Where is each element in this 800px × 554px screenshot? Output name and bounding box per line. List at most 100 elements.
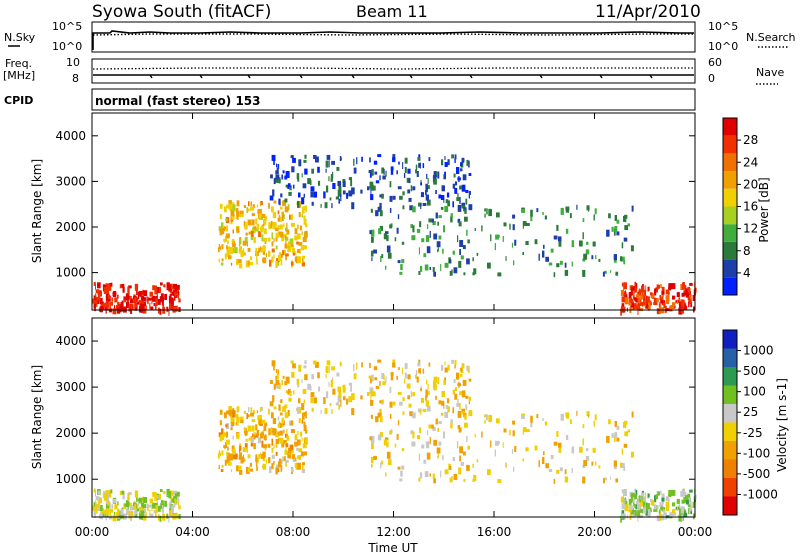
echo-cell	[611, 433, 614, 438]
x-tick-label: 00:00	[678, 525, 713, 539]
echo-cell	[429, 437, 431, 445]
echo-cell	[108, 505, 110, 511]
echo-cell	[453, 473, 458, 480]
echo-cell	[107, 294, 110, 300]
echo-cell	[415, 374, 417, 379]
echo-cell	[261, 440, 264, 448]
echo-cell	[472, 463, 474, 468]
echo-cell	[374, 171, 378, 175]
echo-cell	[441, 391, 445, 397]
echo-cell	[151, 300, 153, 305]
echo-cell	[277, 261, 280, 266]
echo-cell	[166, 306, 169, 312]
echo-cell	[342, 190, 346, 195]
nave-tick-bottom: 0	[708, 72, 715, 85]
echo-cell	[452, 183, 456, 189]
echo-cell	[415, 169, 417, 174]
echo-cell	[272, 428, 276, 436]
colorbar-tick-label: 500	[743, 364, 766, 378]
noise-sky-label: N.Sky	[4, 31, 36, 44]
echo-cell	[553, 478, 556, 484]
echo-cell	[420, 192, 424, 198]
echo-cell	[166, 513, 169, 519]
echo-cell	[273, 200, 277, 204]
echo-cell	[452, 407, 454, 414]
echo-cell	[268, 457, 271, 464]
colorbar-swatch	[723, 277, 737, 295]
cpid-text: normal (fast stereo) 153	[95, 94, 261, 108]
echo-cell	[275, 232, 280, 238]
echo-cell	[295, 463, 299, 470]
echo-cell	[356, 157, 358, 165]
echo-cell	[631, 411, 634, 418]
echo-cell	[624, 297, 629, 305]
echo-cell	[668, 287, 671, 291]
echo-cell	[138, 497, 143, 503]
echo-cell	[221, 434, 225, 440]
echo-cell	[304, 168, 308, 175]
echo-cell	[451, 269, 453, 276]
echo-cell	[687, 503, 692, 507]
echo-cell	[121, 490, 125, 495]
echo-cell	[454, 363, 456, 369]
echo-cell	[403, 173, 406, 178]
echo-cell	[397, 214, 400, 220]
echo-cell	[571, 468, 573, 474]
echo-cell	[232, 229, 234, 234]
echo-cell	[505, 462, 507, 468]
echo-cell	[301, 173, 303, 178]
echo-cell	[235, 453, 238, 460]
echo-cell	[450, 216, 453, 223]
echo-cell	[240, 250, 244, 258]
echo-cell	[271, 412, 274, 419]
echo-cell	[303, 451, 308, 456]
echo-cell	[266, 459, 267, 464]
echo-cell	[338, 392, 342, 398]
echo-cell	[398, 161, 400, 165]
echo-cell	[262, 463, 267, 470]
echo-cell	[610, 270, 612, 273]
echo-cell	[488, 209, 492, 217]
echo-cell	[330, 383, 333, 388]
echo-cell	[294, 434, 298, 441]
echo-cell	[433, 376, 438, 383]
echo-cell	[373, 391, 376, 397]
echo-cell	[142, 496, 144, 502]
echo-cell	[174, 502, 176, 508]
echo-cell	[297, 224, 299, 229]
echo-cell	[324, 202, 328, 209]
echo-cell	[177, 498, 180, 503]
echo-cell	[644, 289, 647, 296]
echo-cell	[262, 456, 266, 462]
echo-cell	[297, 233, 301, 240]
echo-cell	[623, 282, 627, 290]
echo-cell	[444, 262, 449, 268]
echo-cell	[268, 408, 270, 415]
echo-cell	[351, 202, 355, 210]
echo-cell	[582, 465, 586, 468]
x-tick-label: 20:00	[577, 525, 612, 539]
echo-cell	[273, 406, 277, 410]
echo-cell	[290, 214, 294, 220]
echo-cell	[672, 295, 676, 300]
echo-cell	[228, 453, 232, 460]
echo-cell	[466, 258, 470, 265]
echo-cell	[280, 399, 283, 404]
echo-cell	[440, 264, 442, 271]
echo-cell	[287, 245, 292, 253]
echo-cell	[320, 203, 322, 208]
echo-cell	[371, 443, 374, 450]
echo-cell	[514, 446, 517, 452]
echo-cell	[236, 258, 239, 265]
power-colorbar-label: Power [dB]	[757, 177, 771, 242]
echo-cell	[134, 296, 136, 302]
echo-cell	[613, 434, 616, 442]
echo-cell	[689, 298, 692, 305]
echo-cell	[637, 503, 639, 509]
echo-cell	[661, 295, 664, 303]
echo-cell	[298, 159, 302, 167]
echo-cell	[239, 416, 244, 423]
echo-cell	[451, 359, 454, 364]
